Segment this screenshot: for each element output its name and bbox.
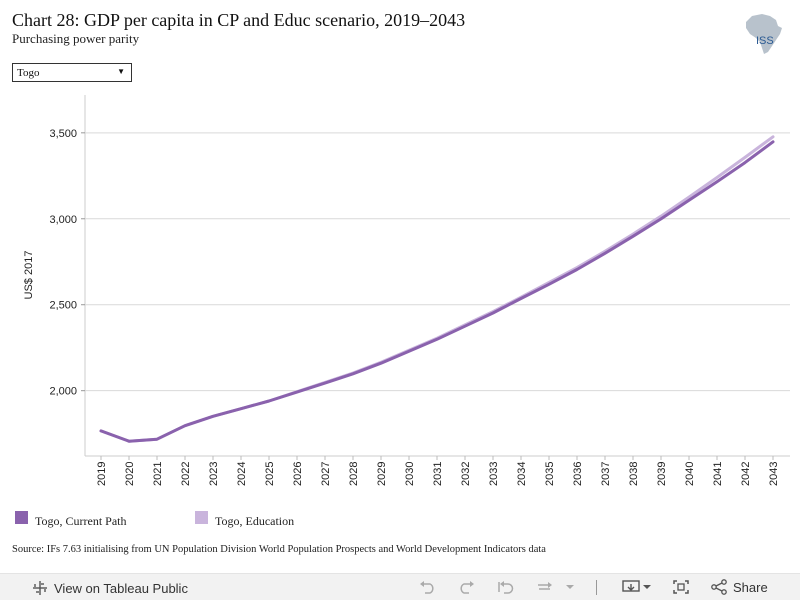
- x-tick-label: 2036: [572, 462, 584, 486]
- tableau-toolbar: View on Tableau Public Share: [0, 573, 800, 600]
- view-on-tableau-button[interactable]: View on Tableau Public: [32, 579, 188, 597]
- refresh-icon[interactable]: [534, 578, 554, 596]
- country-dropdown[interactable]: Togo ▼: [12, 63, 132, 82]
- y-tick-label: 2,000: [49, 386, 77, 398]
- x-tick-label: 2041: [712, 462, 724, 486]
- redo-icon[interactable]: [456, 578, 476, 596]
- x-tick-label: 2020: [124, 462, 136, 486]
- x-tick-label: 2042: [740, 462, 752, 486]
- x-tick-label: 2027: [320, 462, 332, 486]
- x-tick-label: 2038: [628, 462, 640, 486]
- x-tick-label: 2031: [432, 462, 444, 486]
- x-tick-label: 2022: [180, 462, 192, 486]
- source-note: Source: IFs 7.63 initialising from UN Po…: [12, 544, 546, 555]
- fullscreen-icon[interactable]: [670, 578, 692, 596]
- legend-label-education: Togo, Education: [215, 514, 295, 528]
- refresh-dropdown-chevron-icon[interactable]: [563, 578, 577, 596]
- iss-logo: ISS: [738, 12, 794, 56]
- x-tick-label: 2034: [516, 462, 528, 486]
- share-button[interactable]: Share: [711, 578, 768, 596]
- series-line-togo-current-path[interactable]: [99, 140, 775, 443]
- share-icon: [711, 579, 727, 595]
- toolbar-divider: [596, 580, 597, 595]
- x-tick-label: 2039: [656, 462, 668, 486]
- logo-text: ISS: [756, 35, 774, 47]
- legend-swatch-current-path: [15, 511, 28, 524]
- tableau-logo-icon: [33, 581, 47, 595]
- y-tick-label: 3,000: [49, 214, 77, 226]
- x-tick-label: 2030: [404, 462, 416, 486]
- x-tick-label: 2037: [600, 462, 612, 486]
- x-tick-label: 2040: [684, 462, 696, 486]
- x-tick-label: 2025: [264, 462, 276, 486]
- x-tick-label: 2043: [768, 462, 780, 486]
- y-axis-label: US$ 2017: [23, 251, 35, 300]
- y-tick-label: 3,500: [49, 128, 77, 140]
- y-tick-label: 2,500: [49, 300, 77, 312]
- africa-map-icon: [746, 14, 782, 54]
- line-chart: 2,000 2,500 3,000 3,500 2019 2020 2021 2022 202…: [23, 95, 790, 486]
- chart-title: Chart 28: GDP per capita in CP and Educ …: [12, 10, 466, 30]
- x-tick-label: 2029: [376, 462, 388, 486]
- series-line-togo-education[interactable]: [99, 135, 775, 443]
- legend-swatch-education: [195, 511, 208, 524]
- undo-icon[interactable]: [418, 578, 438, 596]
- x-tick-label: 2033: [488, 462, 500, 486]
- x-tick-label: 2023: [208, 462, 220, 486]
- x-tick-label: 2021: [152, 462, 164, 486]
- chevron-down-icon: ▼: [117, 67, 125, 76]
- x-tick-label: 2026: [292, 462, 304, 486]
- country-dropdown-value: Togo: [17, 67, 40, 79]
- chart-subtitle: Purchasing power parity: [12, 31, 140, 46]
- x-tick-label: 2024: [236, 462, 248, 486]
- view-on-tableau-label: View on Tableau Public: [54, 580, 188, 596]
- x-tick-label: 2032: [460, 462, 472, 486]
- share-label: Share: [733, 579, 768, 595]
- revert-icon[interactable]: [496, 578, 516, 596]
- x-tick-label: 2028: [348, 462, 360, 486]
- x-tick-label: 2019: [96, 462, 108, 486]
- download-icon[interactable]: [620, 578, 654, 596]
- x-tick-label: 2035: [544, 462, 556, 486]
- legend-label-current-path: Togo, Current Path: [35, 514, 127, 528]
